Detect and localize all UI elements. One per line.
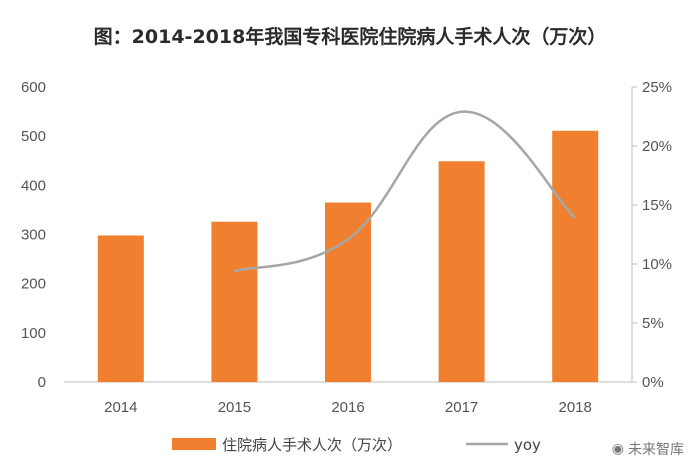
y-left-tick-label: 0 — [38, 374, 46, 391]
x-tick-label: 2015 — [218, 399, 251, 416]
x-tick-label: 2017 — [445, 399, 478, 416]
legend-label-line: yoy — [514, 436, 541, 454]
bar — [325, 202, 371, 382]
y-left-tick-label: 500 — [21, 128, 46, 145]
watermark-text: 未来智库 — [628, 442, 684, 458]
bar — [438, 161, 485, 382]
legend: 住院病人手术人次（万次） yoy — [172, 436, 541, 454]
y-right-tick-label: 5% — [642, 315, 664, 332]
y-left-tick-label: 100 — [21, 325, 46, 342]
legend-label-bar: 住院病人手术人次（万次） — [222, 436, 402, 454]
watermark: ◉ 未来智库 — [612, 439, 684, 459]
y-left-tick-label: 300 — [21, 227, 46, 244]
y-right-tick-label: 10% — [642, 256, 672, 273]
bar — [211, 221, 258, 382]
x-tick-label: 2016 — [331, 399, 364, 416]
wechat-icon: ◉ — [611, 441, 624, 457]
y-right-tick-label: 15% — [642, 197, 672, 214]
yoy-series — [234, 110, 577, 273]
y-right-tick-label: 20% — [642, 138, 672, 155]
bar-series — [97, 130, 599, 382]
chart-title: 图：2014-2018年我国专科医院住院病人手术人次（万次） — [93, 26, 607, 48]
x-tick-label: 2018 — [559, 399, 592, 416]
y-left-tick-label: 200 — [21, 276, 46, 293]
y-right-tick-label: 0% — [642, 374, 664, 391]
legend-swatch-bar — [172, 438, 216, 450]
x-tick-label: 2014 — [104, 399, 137, 416]
y-right-tick-label: 25% — [642, 79, 672, 96]
y-left-tick-label: 400 — [21, 177, 46, 194]
yoy-line — [234, 110, 577, 273]
axes: 0 100 200 300 400 500 600 0% 5% 10% 15% 20% 25% 2014 2… — [21, 79, 672, 416]
y-left-tick-label: 600 — [21, 79, 46, 96]
bar — [97, 235, 144, 382]
bar — [552, 130, 599, 382]
